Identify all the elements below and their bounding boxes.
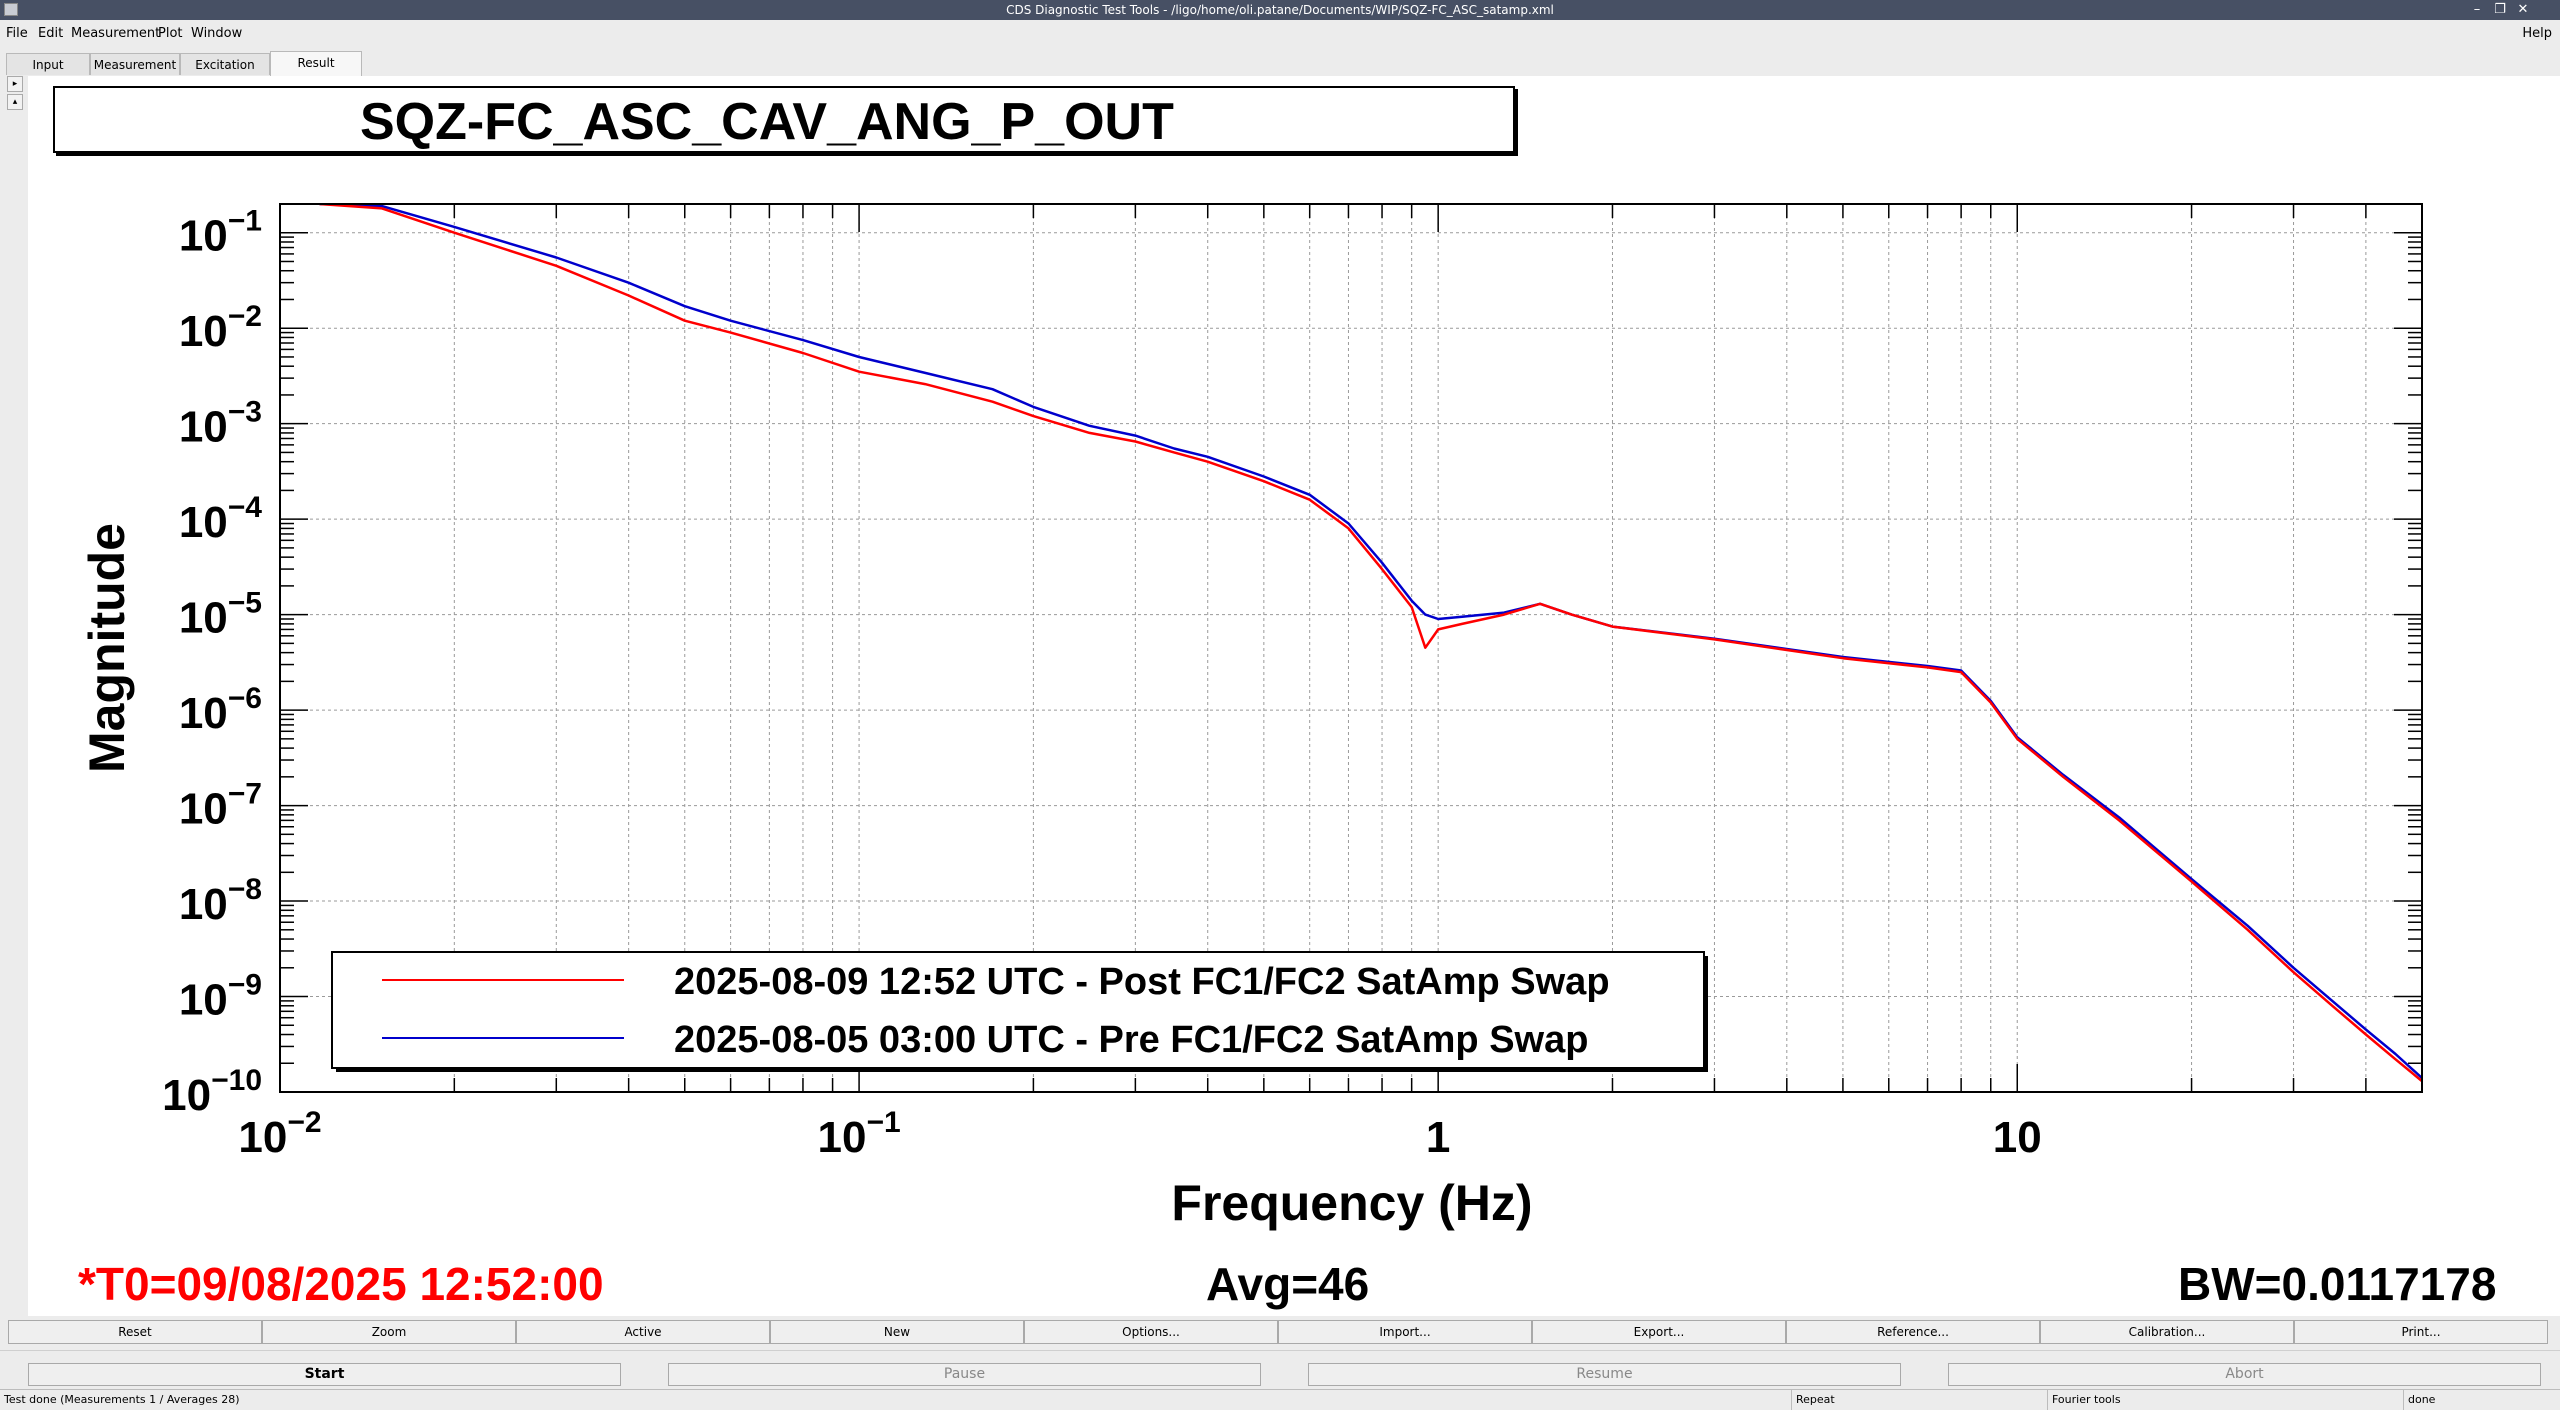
magnitude-chart[interactable]: 10−2 10−1 1 10 10−1 10−2 10−3 10−4 10−5 10−6 10−7…: [0, 0, 2560, 1316]
x-tick-label: 10−1: [817, 1106, 900, 1162]
chart-ticks: [279, 203, 2423, 1093]
reset-button[interactable]: Reset: [8, 1320, 262, 1344]
x-tick-label: 10−2: [238, 1106, 321, 1162]
app-icon[interactable]: [4, 3, 18, 16]
maximize-icon[interactable]: ❐: [2494, 2, 2506, 17]
t0-label: *T0=09/08/2025 12:52:00: [78, 1258, 604, 1310]
menu-measurement[interactable]: Measurement: [71, 26, 161, 41]
y-tick-label: 10−4: [179, 491, 262, 547]
menu-help[interactable]: Help: [2522, 26, 2552, 41]
y-tick-label: 10−8: [179, 873, 262, 929]
plot-area: [28, 76, 2560, 1316]
legend-label-post: 2025-08-09 12:52 UTC - Post FC1/FC2 SatA…: [674, 961, 1610, 1003]
y-tick-label: 10−7: [179, 778, 262, 834]
tab-measurement[interactable]: Measurement: [90, 53, 180, 75]
y-axis-label: Magnitude: [79, 523, 135, 773]
plot-title-box: SQZ-FC_ASC_CAV_ANG_P_OUT: [53, 86, 1515, 153]
export-button[interactable]: Export...: [1532, 1320, 1786, 1344]
zoom-button[interactable]: Zoom: [262, 1320, 516, 1344]
tab-excitation[interactable]: Excitation: [180, 53, 270, 75]
tab-bar: Input Measurement Excitation Result: [0, 50, 2560, 76]
y-tick-label: 10−9: [179, 969, 262, 1025]
import-button[interactable]: Import...: [1278, 1320, 1532, 1344]
y-tick-label: 10−2: [179, 300, 262, 356]
y-tick-label: 10−10: [162, 1064, 262, 1120]
options-button[interactable]: Options...: [1024, 1320, 1278, 1344]
tab-input[interactable]: Input: [6, 53, 90, 75]
menu-bar: File Edit Measurement Plot Window Help: [0, 20, 2560, 51]
active-button[interactable]: Active: [516, 1320, 770, 1344]
print-button[interactable]: Print...: [2294, 1320, 2548, 1344]
status-tools: Fourier tools: [2048, 1390, 2404, 1410]
menu-file[interactable]: File: [6, 26, 28, 41]
collapse-up-icon[interactable]: ▴: [7, 94, 23, 110]
window-title: CDS Diagnostic Test Tools - /ligo/home/o…: [1006, 3, 1554, 17]
y-tick-labels: 10−1 10−2 10−3 10−4 10−5 10−6 10−7 10−8 10−9 10−1…: [162, 205, 262, 1120]
reference-button[interactable]: Reference...: [1786, 1320, 2040, 1344]
window-titlebar: CDS Diagnostic Test Tools - /ligo/home/o…: [0, 0, 2560, 20]
y-tick-label: 10−5: [179, 587, 262, 643]
minimize-icon[interactable]: –: [2473, 2, 2481, 17]
legend-box: [331, 951, 1705, 1069]
menu-edit[interactable]: Edit: [38, 26, 64, 41]
avg-label: Avg=46: [1206, 1258, 1370, 1310]
status-state: done: [2408, 1393, 2436, 1406]
bw-label: BW=0.0117178: [2178, 1258, 2497, 1310]
resume-button[interactable]: Resume: [1308, 1363, 1901, 1386]
pause-button[interactable]: Pause: [668, 1363, 1261, 1386]
x-axis-label: Frequency (Hz): [1171, 1175, 1532, 1231]
legend-label-pre: 2025-08-05 03:00 UTC - Pre FC1/FC2 SatAm…: [674, 1019, 1588, 1061]
menu-plot[interactable]: Plot: [158, 26, 183, 41]
new-button[interactable]: New: [770, 1320, 1024, 1344]
chart-series: [319, 204, 2422, 1083]
x-tick-label: 1: [1426, 1113, 1450, 1162]
chart-legend: 2025-08-09 12:52 UTC - Post FC1/FC2 SatA…: [331, 951, 1708, 1072]
y-tick-label: 10−6: [179, 682, 262, 738]
plot-button-row: Reset Zoom Active New Options... Import.…: [0, 1316, 2560, 1350]
series-line-pre: [319, 204, 2422, 1079]
close-icon[interactable]: ✕: [2517, 2, 2529, 17]
expand-right-icon[interactable]: ▸: [7, 76, 23, 92]
plot-title: SQZ-FC_ASC_CAV_ANG_P_OUT: [360, 93, 1174, 151]
tab-result[interactable]: Result: [270, 51, 362, 76]
status-message: Test done (Measurements 1 / Averages 28): [0, 1390, 1792, 1410]
control-button-row: Start Pause Resume Abort: [0, 1350, 2560, 1390]
status-bar: Test done (Measurements 1 / Averages 28)…: [0, 1389, 2560, 1410]
status-repeat: Repeat: [1792, 1390, 2048, 1410]
x-tick-label: 10: [1993, 1113, 2042, 1162]
start-button[interactable]: Start: [28, 1363, 621, 1386]
x-tick-labels: 10−2 10−1 1 10: [238, 1106, 2041, 1162]
y-tick-label: 10−3: [179, 396, 262, 452]
menu-window[interactable]: Window: [191, 26, 243, 41]
plot-frame: [279, 203, 2423, 1093]
abort-button[interactable]: Abort: [1948, 1363, 2541, 1386]
calibration-button[interactable]: Calibration...: [2040, 1320, 2294, 1344]
series-line-post: [319, 204, 2422, 1083]
y-tick-label: 10−1: [179, 205, 262, 261]
